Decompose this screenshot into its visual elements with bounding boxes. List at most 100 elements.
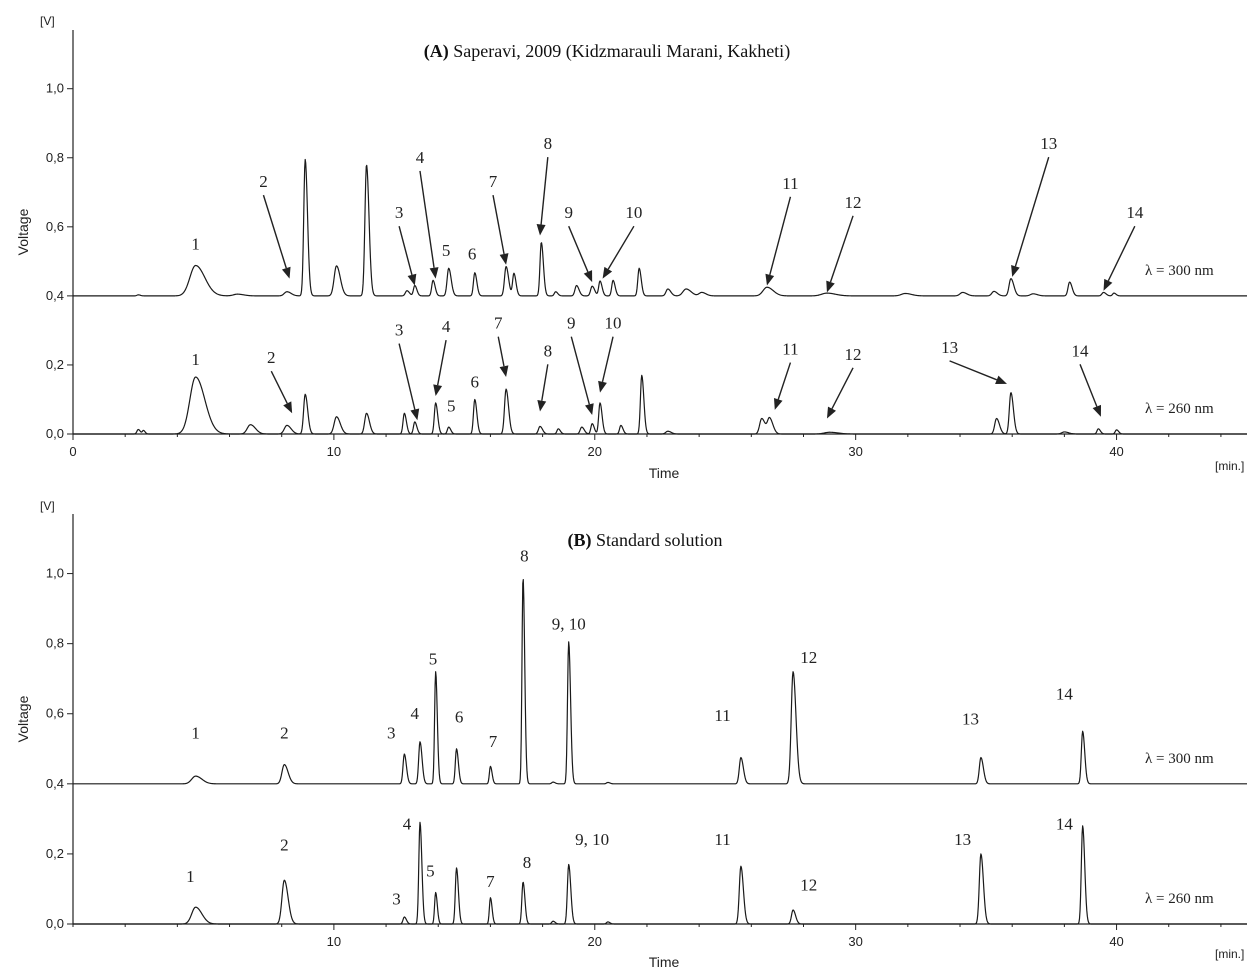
peak-label: 3 (387, 723, 396, 742)
peak-label: 1 (191, 350, 200, 369)
peak-arrowhead (598, 380, 607, 393)
peak-arrow (570, 336, 591, 405)
x-axis-title: Time (649, 954, 680, 970)
panel-title-letter: (A) (424, 41, 449, 62)
peak-arrow (541, 364, 549, 401)
peak-arrow (262, 194, 287, 269)
peak-arrow (607, 225, 635, 270)
peak-label: 8 (520, 546, 529, 565)
peak-arrowhead (281, 266, 291, 279)
y-tick-label: 0,6 (46, 706, 64, 721)
peak-label: 13 (1040, 134, 1057, 153)
y-tick-label: 0,2 (46, 357, 64, 372)
peak-label: 12 (800, 648, 817, 667)
wavelength-label: λ = 260 nm (1145, 891, 1214, 907)
peak-label: 2 (280, 835, 289, 854)
peak-label: 11 (714, 706, 730, 725)
peak-label: 8 (544, 341, 553, 360)
peak-arrowhead (407, 273, 417, 286)
peak-arrowhead (583, 270, 593, 283)
peak-arrow (1014, 156, 1050, 267)
peak-arrowhead (602, 266, 613, 279)
peak-label: 8 (544, 134, 553, 153)
peak-label: 14 (1056, 814, 1074, 833)
x-axis-unit: [min.] (1215, 459, 1244, 473)
y-tick-label: 0,0 (46, 426, 64, 441)
x-tick-label: 20 (588, 444, 602, 459)
peak-arrowhead (433, 384, 443, 397)
peak-label: 11 (782, 340, 798, 359)
peak-arrowhead (536, 224, 546, 236)
peak-label: 4 (416, 148, 425, 167)
peak-arrowhead (537, 399, 547, 412)
peak-label: 3 (395, 203, 404, 222)
y-axis-unit: [V] (40, 499, 55, 513)
peak-label: 12 (845, 345, 862, 364)
peak-arrow (829, 215, 854, 283)
x-tick-label: 30 (848, 934, 862, 949)
axis-frame (72, 30, 1247, 435)
peak-arrowhead (429, 267, 439, 279)
x-tick-label: 40 (1109, 934, 1123, 949)
y-tick-label: 0,6 (46, 219, 64, 234)
peak-label: 7 (489, 732, 498, 751)
peak-label: 6 (468, 245, 477, 264)
peak-arrow (419, 170, 435, 268)
peak-label: 5 (429, 650, 438, 669)
peak-arrowhead (826, 280, 835, 293)
peak-label: 4 (403, 814, 412, 833)
peak-label: 7 (489, 172, 498, 191)
peak-label: 4 (411, 704, 420, 723)
y-axis-title: Voltage (15, 208, 31, 255)
peak-label: 13 (962, 709, 979, 728)
peak-arrow (777, 362, 792, 400)
wavelength-label: λ = 300 nm (1145, 751, 1214, 767)
x-tick-label: 10 (327, 934, 341, 949)
peak-arrowhead (773, 397, 783, 410)
peak-label: 14 (1072, 341, 1090, 360)
peak-label: 3 (395, 321, 404, 340)
x-axis-unit: [min.] (1215, 947, 1244, 961)
peak-label: 9 (564, 203, 573, 222)
peak-arrow (398, 226, 413, 276)
x-tick-label: 20 (588, 934, 602, 949)
peak-arrow (949, 360, 998, 381)
peak-arrowhead (584, 403, 594, 416)
peak-arrow (831, 367, 854, 410)
panel-title: (A) Saperavi, 2009 (Kidzmarauli Marani, … (424, 41, 790, 62)
peak-arrowhead (410, 408, 420, 421)
trace-300nm (72, 578, 1248, 785)
peak-label: 2 (267, 348, 276, 367)
x-tick-label: 10 (327, 444, 341, 459)
peak-arrow (436, 340, 447, 386)
peak-label: 3 (392, 890, 401, 909)
y-axis-title: Voltage (15, 695, 31, 742)
peak-arrowhead (765, 273, 775, 286)
peak-arrow (270, 370, 288, 404)
y-tick-label: 0,4 (46, 288, 64, 303)
peak-label: 11 (782, 174, 798, 193)
peak-label: 2 (280, 723, 289, 742)
peak-arrowhead (1011, 265, 1020, 277)
x-axis-title: Time (649, 465, 680, 481)
panel-title: (B) Standard solution (568, 530, 723, 551)
panel-title-text: Standard solution (592, 530, 723, 550)
peak-label: 6 (455, 708, 464, 727)
y-tick-label: 1,0 (46, 566, 64, 581)
y-tick-label: 1,0 (46, 81, 64, 96)
peak-arrowhead (995, 375, 1007, 385)
x-tick-label: 40 (1109, 444, 1123, 459)
y-tick-label: 0,8 (46, 636, 64, 651)
peak-label: 1 (191, 723, 200, 742)
peak-arrow (492, 194, 505, 255)
peak-label: 7 (494, 314, 503, 333)
wavelength-label: λ = 260 nm (1145, 401, 1214, 417)
panel-b: 0,0 0,2 0,4 0,6 0,8 1,0 10 20 30 40 Time [min.] Volt… (15, 499, 1248, 970)
peak-label: 7 (486, 872, 495, 891)
peak-arrow (568, 225, 589, 273)
peak-arrowhead (499, 253, 509, 265)
y-tick-label: 0,8 (46, 150, 64, 165)
y-axis-unit: [V] (40, 14, 55, 28)
peak-label: 13 (941, 338, 958, 357)
peak-arrowhead (283, 401, 293, 414)
